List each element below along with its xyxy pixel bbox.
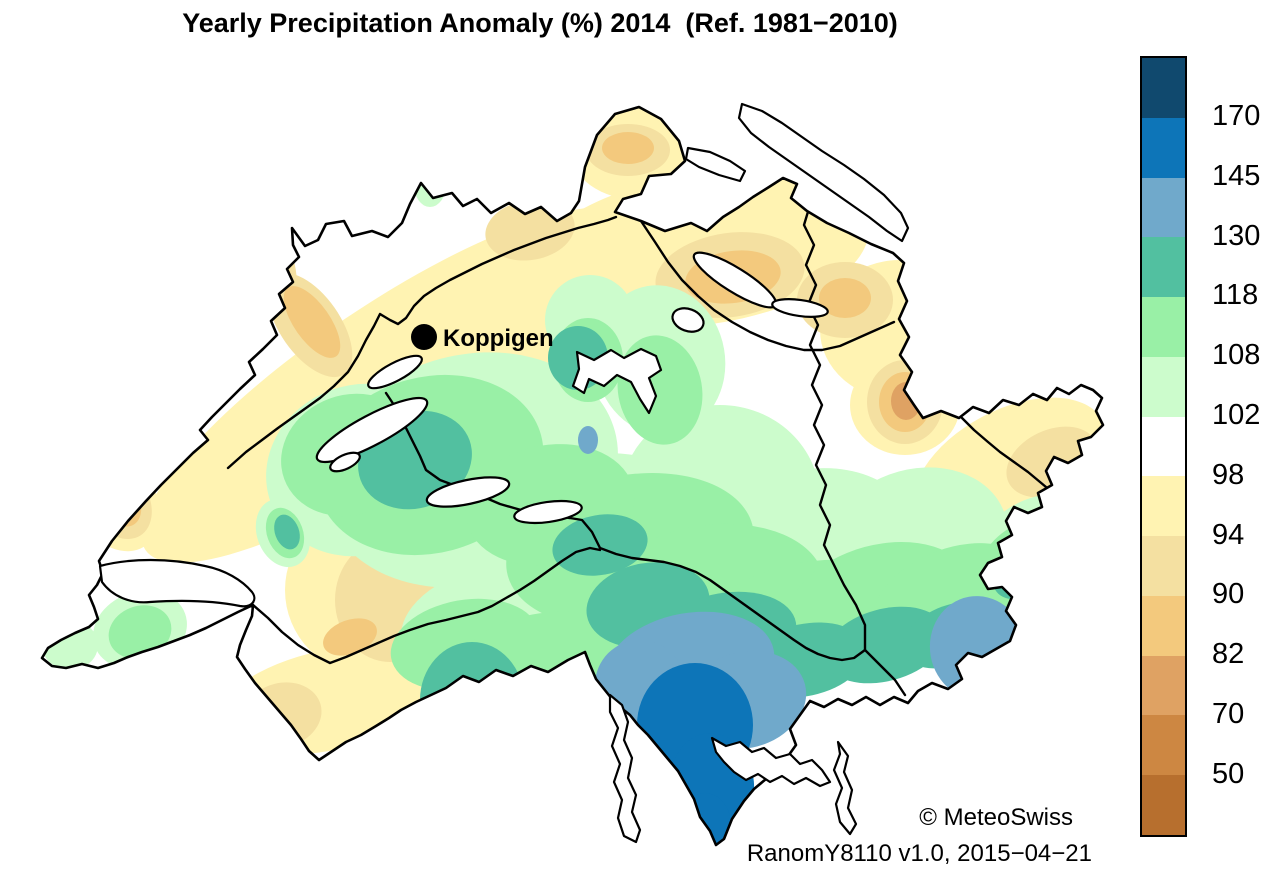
lake-murten [329,451,361,473]
colorbar-tick: 50 [1212,758,1245,790]
lake-biel [367,354,423,390]
station-marker: Koppigen [411,324,554,352]
region-border-rhone [251,546,602,665]
colorbar-segment [1142,297,1185,357]
colorbar-segment [1142,237,1185,298]
colorbar-tick: 145 [1212,160,1261,192]
station-dot [411,324,437,350]
colorbar-segment [1142,655,1185,716]
colorbar-tick: 82 [1212,638,1245,670]
colorbar-tick: 108 [1212,339,1261,371]
lake-constance [737,102,910,243]
lake-thun [425,476,511,508]
region-border-jura [226,215,618,470]
page-title: Yearly Precipitation Anomaly (%) 2014 (R… [182,8,898,38]
colorbar-segment [1142,117,1185,178]
lake-zug [671,307,705,333]
lake-lucerne [571,347,663,415]
colorbar-segment [1142,775,1185,835]
colorbar-segment [1142,536,1185,596]
colorbar-segment [1142,715,1185,776]
station-label: Koppigen [443,325,554,352]
lake-como [832,740,858,836]
lake-walen [771,298,829,318]
version-text: RanomY8110 v1.0, 2015−04−21 [746,840,1092,867]
colorbar-segment [1142,416,1185,477]
lake-brienz [513,499,583,525]
colorbar-tick: 94 [1212,519,1245,551]
region-border-northeast [639,219,896,352]
lakes [98,102,910,844]
colorbar-segment [1142,177,1185,238]
region-border-graubuenden [798,183,907,697]
lake-constance-untersee [684,146,747,183]
lake-lugano [710,736,832,788]
colorbar-tick: 130 [1212,220,1261,252]
colorbar-tick: 90 [1212,578,1245,610]
copyright-text: © MeteoSwiss [919,804,1073,831]
lake-geneva [98,558,256,608]
colorbar-segment [1142,476,1185,537]
colorbar-segment [1142,58,1185,118]
colorbar-segment [1142,595,1185,656]
lake-neuchatel [315,396,429,464]
colorbar-tick: 98 [1212,459,1245,491]
colorbar-tick: 118 [1212,279,1259,311]
colorbar [1140,56,1187,837]
colorbar-tick: 102 [1212,399,1261,431]
region-border-gotthard [598,546,867,662]
lake-maggiore [608,693,642,844]
colorbar-segment [1142,356,1185,417]
colorbar-tick: 70 [1212,698,1245,730]
colorbar-tick: 170 [1212,100,1261,132]
